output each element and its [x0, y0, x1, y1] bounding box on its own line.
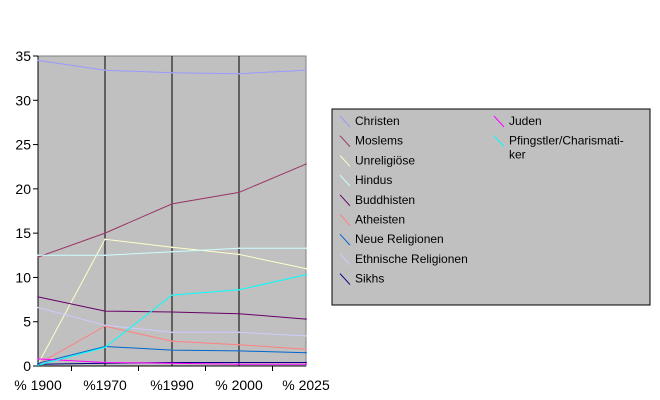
x-tick-label: % 2025	[282, 377, 330, 393]
legend-label: Unreligiöse	[355, 153, 415, 167]
series-point	[238, 363, 240, 366]
series-point	[305, 247, 307, 249]
legend-label: Sikhs	[355, 272, 384, 286]
series-point	[305, 351, 307, 354]
series-point	[171, 203, 173, 205]
legend-swatch	[339, 115, 351, 128]
series-point	[37, 306, 39, 309]
series-point	[305, 348, 307, 350]
series-point	[305, 335, 307, 337]
x-tick-label: %1970	[83, 377, 127, 393]
legend-swatch	[339, 155, 351, 167]
series-point	[171, 349, 173, 351]
series-point	[238, 361, 240, 364]
x-tick-label: %1990	[150, 377, 194, 393]
legend-swatch	[339, 233, 351, 246]
series-point	[305, 267, 307, 270]
y-tick-label: 30	[15, 92, 31, 108]
axes: 0 5 10 15 20 25 30 35 % 1900 %1970 %1990 % 2000 % 20…	[14, 48, 330, 393]
series-point	[171, 340, 173, 343]
series-point	[238, 191, 240, 194]
legend-swatch	[339, 214, 351, 226]
legend-swatch	[339, 194, 351, 207]
series-point	[37, 364, 39, 366]
series-point	[305, 273, 307, 276]
series-point	[171, 362, 173, 365]
series-point	[37, 296, 39, 298]
series-point	[238, 331, 240, 334]
legend-label: Neue Religionen	[355, 232, 444, 246]
series-point	[238, 343, 240, 346]
series-point	[305, 363, 307, 366]
y-tick-label: 15	[15, 225, 31, 241]
series-point	[104, 361, 106, 364]
y-tick-label: 5	[23, 314, 31, 330]
series-point	[238, 289, 240, 291]
x-tick-label: % 2000	[215, 377, 263, 393]
legend: Christen Moslems Unreligiöse Hindus Buddhist…	[331, 108, 651, 306]
series-point	[238, 72, 240, 75]
legend-swatch	[493, 135, 505, 148]
legend-swatch	[339, 135, 351, 148]
legend-label: Ethnische Religionen	[355, 252, 468, 266]
series-point	[305, 318, 307, 320]
series-point	[171, 311, 173, 313]
y-tick-label: 35	[15, 48, 31, 64]
x-tick-label: % 1900	[14, 377, 62, 393]
series-point	[305, 163, 307, 165]
y-tick-label: 25	[15, 137, 31, 153]
series-point	[238, 253, 240, 256]
plot-area	[37, 55, 307, 367]
y-tick-label: 20	[15, 181, 31, 197]
legend-swatch	[339, 174, 351, 187]
series-lines	[37, 59, 307, 366]
series-point	[171, 72, 173, 74]
series-point	[238, 350, 240, 352]
series-point	[171, 250, 173, 253]
legend-label: ker	[509, 148, 526, 162]
legend-swatch	[339, 273, 351, 285]
series-point	[104, 232, 106, 234]
legend-label: Pfingstler/Charismati-	[509, 134, 624, 148]
legend-label: Buddhisten	[355, 193, 415, 207]
series-point	[171, 294, 173, 296]
series-point	[104, 310, 106, 312]
series-point	[104, 69, 106, 71]
series-point	[238, 247, 240, 249]
legend-label: Juden	[509, 114, 542, 128]
legend-label: Christen	[355, 114, 400, 128]
legend-box	[331, 108, 651, 306]
legend-label: Moslems	[355, 134, 403, 148]
series-point	[104, 254, 106, 257]
series-point	[104, 346, 106, 349]
y-tick-label: 10	[15, 269, 31, 285]
series-point	[171, 246, 173, 249]
series-point	[305, 361, 307, 364]
legend-label: Atheisten	[355, 213, 405, 227]
legend-label: Hindus	[355, 173, 392, 187]
series-point	[37, 358, 39, 360]
legend-swatch	[339, 253, 351, 266]
series-point	[171, 331, 173, 334]
y-tick-label: 0	[23, 358, 31, 374]
legend-swatch	[493, 115, 505, 128]
series-point	[104, 238, 106, 241]
series-point	[37, 59, 39, 62]
series-point	[104, 324, 106, 327]
series-point	[37, 256, 39, 258]
series-point	[305, 69, 307, 71]
series-point	[37, 254, 39, 257]
series-point	[238, 312, 240, 315]
